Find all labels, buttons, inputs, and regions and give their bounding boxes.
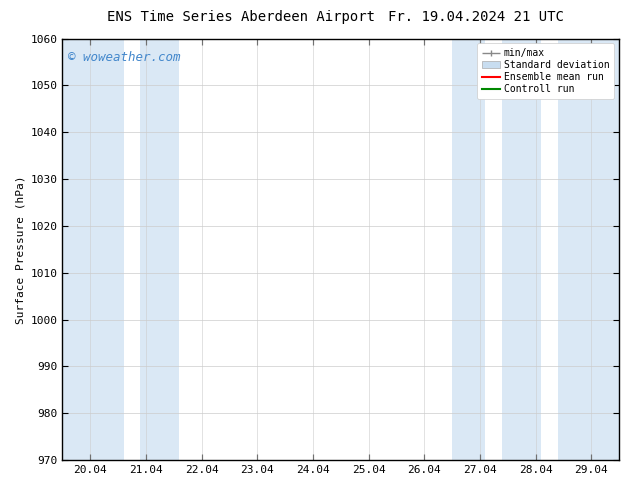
Bar bbox=[140, 39, 179, 460]
Text: Fr. 19.04.2024 21 UTC: Fr. 19.04.2024 21 UTC bbox=[387, 10, 564, 24]
Legend: min/max, Standard deviation, Ensemble mean run, Controll run: min/max, Standard deviation, Ensemble me… bbox=[477, 44, 614, 99]
Bar bbox=[62, 39, 124, 460]
Bar bbox=[502, 39, 541, 460]
Text: ENS Time Series Aberdeen Airport: ENS Time Series Aberdeen Airport bbox=[107, 10, 375, 24]
Bar bbox=[452, 39, 486, 460]
Y-axis label: Surface Pressure (hPa): Surface Pressure (hPa) bbox=[15, 175, 25, 323]
Text: © woweather.com: © woweather.com bbox=[68, 51, 181, 64]
Bar bbox=[558, 39, 619, 460]
